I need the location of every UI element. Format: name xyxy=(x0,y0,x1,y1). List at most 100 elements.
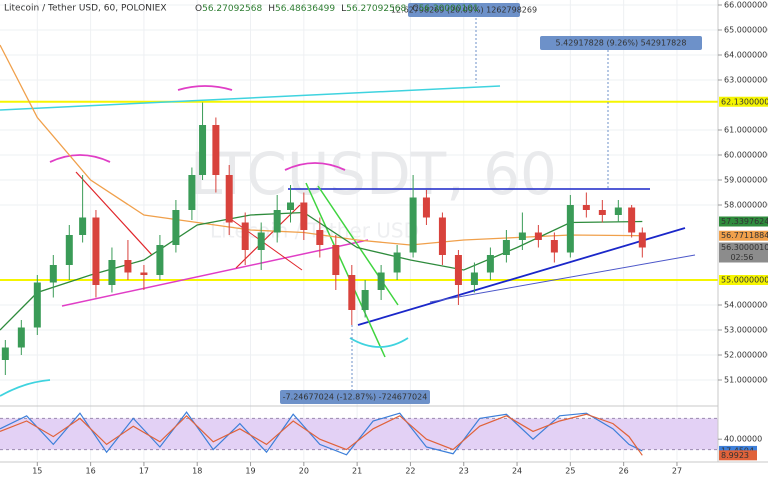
ohlc-value: 56.30000101 xyxy=(419,4,479,14)
measures: 12.62798269 (20.09%) 1262798269 5.4291782… xyxy=(280,3,702,404)
arc xyxy=(349,337,409,348)
y-tick-label: 59.00000000 xyxy=(724,176,768,185)
candle-body xyxy=(156,245,164,275)
measure-label: -7.24677024 (-12.87%) -724677024 xyxy=(283,393,428,402)
x-tick-label: 22 xyxy=(405,467,415,476)
candle-body xyxy=(225,175,233,223)
candle-body xyxy=(361,290,369,310)
x-tick-label: 18 xyxy=(192,467,202,476)
ohlc-value: 56.27092568 xyxy=(202,4,262,14)
ohlc-value: 56.27092568 xyxy=(346,4,406,14)
candle-body xyxy=(300,202,308,230)
stochastic-pane xyxy=(0,411,718,456)
ohlc-key: O xyxy=(195,4,202,14)
countdown: 02:56 xyxy=(730,253,753,262)
candle-body xyxy=(316,230,324,245)
price-marker-label: 57.33976244 xyxy=(721,217,768,226)
watermark: LTCUSDT, 60 xyxy=(190,140,557,208)
drawings xyxy=(0,18,696,397)
measure-label: 12.62798269 (20.09%) 1262798269 xyxy=(391,6,537,15)
ohlc-key: H xyxy=(268,4,275,14)
candle-body xyxy=(124,260,132,273)
candle-body xyxy=(140,272,148,275)
trend-line xyxy=(429,254,696,303)
candle-body xyxy=(172,210,180,245)
x-tick-label: 23 xyxy=(459,467,469,476)
chart-title: Litecoin / Tether USD, 60, POLONIEX xyxy=(4,4,166,14)
channel-line xyxy=(317,185,399,306)
candle-body xyxy=(422,197,430,218)
y-tick-label: 53.00000000 xyxy=(724,326,768,335)
arc xyxy=(177,85,233,91)
measure-box xyxy=(280,390,430,404)
ohlc-key: C xyxy=(412,4,418,14)
candle-body xyxy=(582,205,590,210)
channel-line xyxy=(305,182,386,358)
candle-body xyxy=(332,245,340,275)
candle-body xyxy=(273,210,281,233)
arc xyxy=(0,379,51,397)
watermark-subtitle: Litecoin / Tether USD xyxy=(210,219,419,243)
y-tick-label: 54.00000000 xyxy=(724,301,768,310)
y-tick-label: 63.00000000 xyxy=(724,76,768,85)
arc xyxy=(49,154,111,163)
last-price-label: 56.30000101 xyxy=(721,243,768,252)
ohlc-legend: O56.27092568 H56.48636499 L56.27092568 C56.… xyxy=(195,4,479,14)
y-tick-label: 51.00000000 xyxy=(724,376,768,385)
candle-body xyxy=(470,272,478,285)
y-tick-label: 66.00000000 xyxy=(724,1,768,10)
stoch-marker-label: 8.9923 xyxy=(721,451,749,460)
candle-body xyxy=(241,222,249,250)
candle-body xyxy=(628,207,636,233)
candle-body xyxy=(502,240,510,255)
y-tick-label: 61.00000000 xyxy=(724,126,768,135)
price-marker xyxy=(719,216,768,227)
candle-body xyxy=(108,260,116,285)
candle-body xyxy=(17,327,25,348)
candle-body xyxy=(409,197,417,253)
x-tick-label: 21 xyxy=(352,467,362,476)
x-tick-label: 16 xyxy=(86,467,96,476)
price-marker xyxy=(719,275,768,285)
y-tick-label: 65.00000000 xyxy=(724,26,768,35)
grid xyxy=(0,0,718,460)
trend-line xyxy=(357,227,686,326)
measure-label: 5.42917828 (9.26%) 542917828 xyxy=(556,39,687,48)
measure-box xyxy=(408,3,520,17)
x-tick-label: 24 xyxy=(512,467,522,476)
candle-body xyxy=(566,205,574,253)
candle-body xyxy=(454,255,462,285)
price-marker-label: 62.13000000 xyxy=(721,97,768,106)
y-tick-label: 64.00000000 xyxy=(724,51,768,60)
candle-body xyxy=(92,217,100,285)
x-tick-label: 20 xyxy=(299,467,309,476)
trend-line xyxy=(61,239,369,307)
candle-body xyxy=(518,232,526,240)
y-tick-label: 58.00000000 xyxy=(724,201,768,210)
candle-body xyxy=(188,175,196,210)
candle-body xyxy=(438,217,446,255)
ohlc-key: L xyxy=(341,4,346,14)
candle-body xyxy=(79,217,87,235)
candle-body xyxy=(550,240,558,253)
candle-body xyxy=(199,125,207,175)
x-tick-label: 25 xyxy=(565,467,575,476)
price-marker-label: 55.00000000 xyxy=(721,276,768,285)
stoch-line xyxy=(0,411,643,456)
candle-body xyxy=(486,255,494,273)
x-tick-label: 27 xyxy=(672,467,682,476)
candle-body xyxy=(212,125,220,175)
candle-body xyxy=(33,282,41,328)
last-price-marker xyxy=(719,242,768,263)
horizontal-lines xyxy=(0,100,718,281)
stoch-band xyxy=(0,418,718,450)
candle-body xyxy=(393,252,401,273)
x-tick-label: 19 xyxy=(245,467,255,476)
candle-body xyxy=(377,272,385,290)
candle-body xyxy=(614,207,622,215)
stoch-marker xyxy=(719,450,757,461)
candle-body xyxy=(1,347,9,360)
trend-line xyxy=(75,171,153,256)
trend-line xyxy=(0,85,501,111)
candle-body xyxy=(598,210,606,215)
